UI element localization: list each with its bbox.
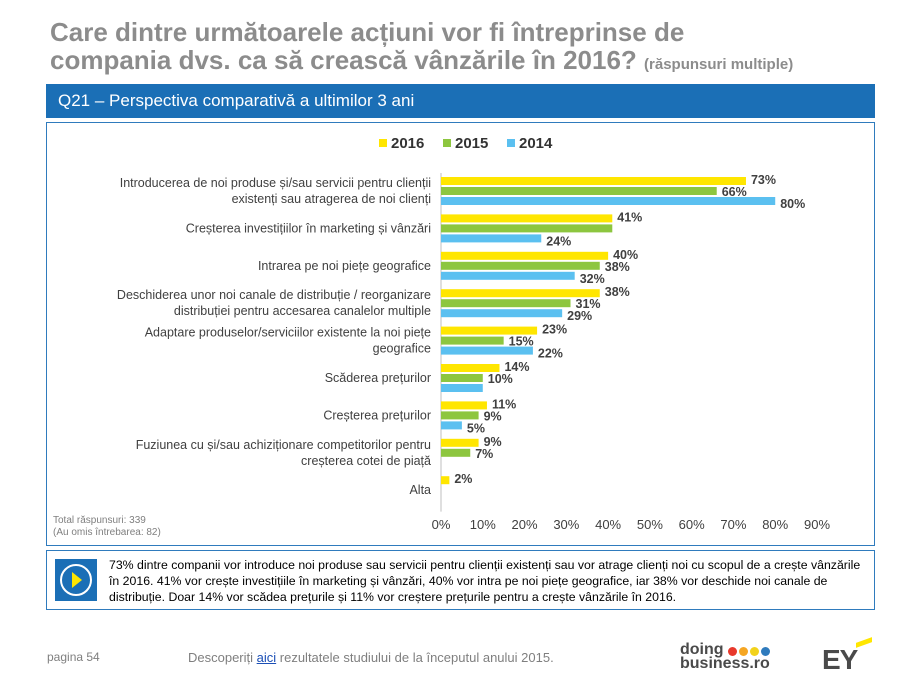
data-label: 31% [576,297,601,311]
legend-label: 2014 [519,135,553,152]
bar-2016 [441,289,600,298]
bar-2016 [441,438,479,447]
category-label: Scăderea prețurilor [325,371,431,385]
bar-chart: 2016 2015 2014 Introducerea de noi produse … [53,135,830,538]
x-tick-label: 30% [553,517,579,532]
bar-2016 [441,326,538,335]
x-tick-label: 10% [470,517,496,532]
data-label: 24% [546,234,571,248]
data-label: 5% [467,421,485,435]
bar-2016 [441,214,613,223]
logo-dot [750,647,759,656]
bar-2016 [441,177,746,185]
title-suffix: (răspunsuri multiple) [644,56,794,73]
data-label: 73% [751,173,776,187]
bar-2015 [441,374,483,382]
bar-2016 [441,401,487,410]
bar-2015 [441,448,471,457]
doingbusiness-logo: doing business.ro [680,641,772,672]
page-title: Care dintre următoarele acțiuni vor fi î… [50,18,910,79]
page-number: pagina 54 [47,650,100,664]
data-label: 23% [542,323,567,337]
summary-panel: 73% dintre companii vor introduce noi pr… [46,550,875,610]
logo-word-business: business.ro [680,655,770,672]
data-label: 15% [509,335,534,349]
category-label: Introducerea de noi produse și/sau servi… [120,176,431,206]
data-label: 9% [484,409,502,423]
data-label: 32% [580,272,605,286]
data-label: 14% [504,360,529,374]
total-responses-note: Total răspunsuri: 339 [53,515,146,526]
category-label: Alta [409,483,431,497]
legend-swatch [379,139,387,147]
category-label: Fuziunea cu și/sau achiziționare competi… [136,438,431,468]
footer-link[interactable]: aici [256,650,277,665]
title-line-1: Care dintre următoarele acțiuni vor fi î… [50,17,685,47]
bar-2014 [441,234,542,243]
data-label: 7% [475,447,493,461]
bar-2015 [441,224,613,233]
logo-dot [728,647,737,656]
data-label: 9% [484,435,502,449]
logo-dot [761,647,770,656]
data-label: 66% [722,185,747,199]
data-label: 38% [605,285,630,299]
category-label: Deschiderea unor noi canale de distribuț… [117,288,431,318]
legend-label: 2015 [455,135,488,152]
data-label: 41% [617,210,642,224]
legend-swatch [507,139,515,147]
section-header: Q21 – Perspectiva comparativă a ultimilo… [46,84,875,118]
bar-2014 [441,384,483,392]
bar-2016 [441,476,450,485]
bar-2014 [441,271,575,280]
x-tick-label: 20% [512,517,538,532]
bar-2015 [441,261,600,270]
data-label: 40% [613,248,638,262]
logo-word-doing: doing [680,641,724,658]
x-tick-label: 40% [595,517,621,532]
ey-logo: EY [822,637,872,676]
ey-logo-text: EY [822,644,858,675]
summary-text: 73% dintre companii vor introduce noi pr… [109,558,861,604]
x-tick-label: 50% [637,517,663,532]
data-label: 38% [605,260,630,274]
bar-2016 [441,251,609,260]
category-label: Intrarea pe noi piețe geografice [258,259,431,273]
legend-swatch [443,139,451,147]
logo-dots [728,645,772,659]
data-label: 22% [538,347,563,361]
omitted-note: (Au omis întrebarea: 82) [53,527,161,538]
x-tick-label: 60% [679,517,705,532]
footer-link-prefix: Descoperiți [188,650,257,665]
bar-2015 [441,187,717,195]
bar-2015 [441,336,504,345]
data-label: 29% [567,309,592,323]
chart-panel: 2016 2015 2014 Introducerea de noi produse … [46,122,875,546]
x-tick-label: 90% [804,517,830,532]
category-label: Creșterea investițiilor în marketing și … [186,221,431,235]
footer-link-suffix: rezultatele studiului de la începutul an… [276,650,554,665]
title-line-2: compania dvs. ca să crească vânzările în… [50,46,910,79]
bar-2014 [441,309,563,318]
logo-dot [739,647,748,656]
data-label: 11% [492,397,516,411]
x-tick-label: 70% [720,517,746,532]
bar-2014 [441,197,776,205]
bar-2015 [441,299,571,308]
bar-2014 [441,421,462,430]
title-line-2-text: compania dvs. ca să crească vânzările în… [50,45,637,75]
x-tick-label: 0% [432,517,451,532]
play-arrow-icon [55,559,97,601]
footer-link-line: Descoperiți aici rezultatele studiului d… [188,650,554,665]
category-label: Adaptare produselor/serviciilor existent… [145,326,431,356]
legend-label: 2016 [391,135,424,152]
data-label: 2% [454,472,472,486]
data-label: 80% [780,197,805,211]
bar-2015 [441,411,479,420]
bar-2016 [441,364,500,372]
x-tick-label: 80% [762,517,788,532]
category-label: Creșterea prețurilor [323,408,431,422]
bar-2014 [441,346,533,355]
data-label: 10% [488,372,513,386]
